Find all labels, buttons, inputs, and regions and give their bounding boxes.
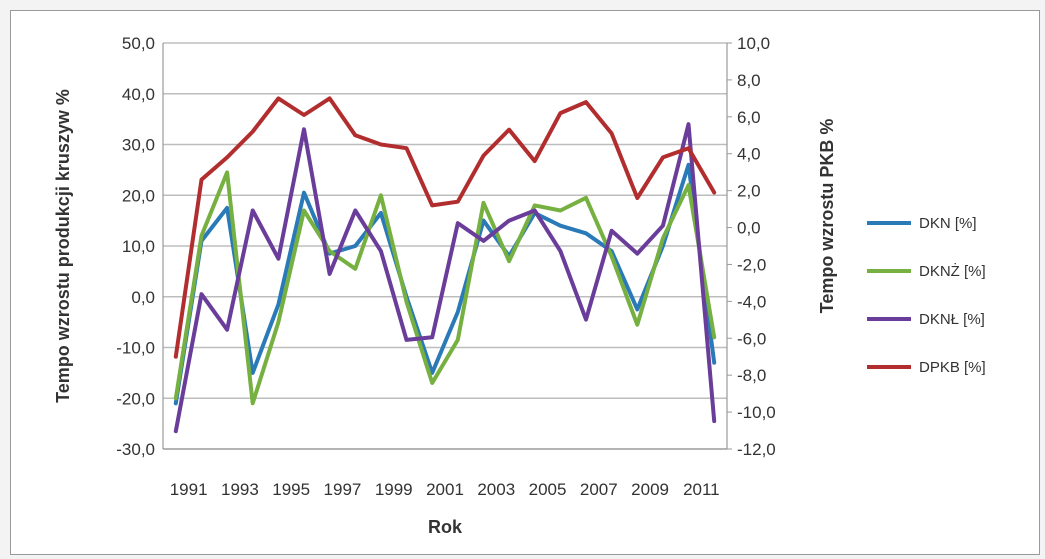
y-left-tick-label: -30,0 (116, 440, 155, 459)
y-right-tick-label: 2,0 (737, 182, 761, 201)
y-left-tick-label: 40,0 (122, 85, 155, 104)
x-axis-title: Rok (428, 517, 463, 537)
line-chart: 50,0 40,0 30,0 20,0 10,0 0,0 -10,0 -20,0 -30,0 10… (53, 34, 986, 537)
x-tick-label: 2009 (631, 480, 669, 499)
legend-label: DKNŁ [%] (919, 311, 985, 328)
x-tick-label: 2011 (683, 480, 720, 499)
y-right-tick-label: 10,0 (737, 34, 770, 53)
axes: 50,0 40,0 30,0 20,0 10,0 0,0 -10,0 -20,0 -30,0 10… (116, 34, 776, 499)
x-tick-label: 2007 (580, 480, 618, 499)
y-axis-left-title: Tempo wzrostu produkcji kruszyw % (53, 89, 73, 403)
y-right-tick-label: -4,0 (737, 292, 766, 311)
series-line (173, 162, 717, 406)
y-left-tick-label: 50,0 (122, 34, 155, 53)
series-lines (173, 96, 717, 434)
legend: DKN [%] DKNŻ [%] DKNŁ [%] DPKB [%] (867, 215, 986, 376)
y-left-tick-label: 0,0 (131, 288, 155, 307)
y-right-tick-label: 6,0 (737, 108, 761, 127)
legend-label: DKN [%] (919, 215, 977, 232)
y-right-tick-label: 0,0 (737, 219, 761, 238)
y-left-tick-label: 20,0 (122, 186, 155, 205)
y-right-tick-label: -8,0 (737, 366, 766, 385)
chart-frame: 50,0 40,0 30,0 20,0 10,0 0,0 -10,0 -20,0 -30,0 10… (10, 10, 1040, 555)
x-tick-label: 1993 (221, 480, 259, 499)
y-right-tick-label: -6,0 (737, 329, 766, 348)
series-line (173, 170, 717, 406)
y-right-tick-label: -10,0 (737, 403, 776, 422)
y-left-tick-label: -10,0 (116, 339, 155, 358)
x-tick-label: 2001 (426, 480, 464, 499)
y-left-tick-label: -20,0 (116, 389, 155, 408)
y-left-tick-label: 30,0 (122, 136, 155, 155)
y-left-tick-label: 10,0 (122, 237, 155, 256)
series-line (173, 96, 717, 359)
x-tick-label: 1995 (272, 480, 310, 499)
x-tick-label: 2003 (477, 480, 515, 499)
y-right-tick-label: -2,0 (737, 255, 766, 274)
y-right-tick-label: 4,0 (737, 145, 761, 164)
series-line (173, 122, 717, 434)
legend-label: DKNŻ [%] (919, 262, 986, 280)
x-tick-label: 1999 (375, 480, 413, 499)
y-right-tick-label: 8,0 (737, 71, 761, 90)
y-axis-right-title: Tempo wzrostu PKB % (817, 119, 837, 314)
legend-label: DPKB [%] (919, 359, 986, 376)
x-tick-label: 1997 (324, 480, 362, 499)
x-tick-label: 2005 (529, 480, 567, 499)
y-right-tick-label: -12,0 (737, 440, 776, 459)
x-tick-label: 1991 (170, 480, 208, 499)
